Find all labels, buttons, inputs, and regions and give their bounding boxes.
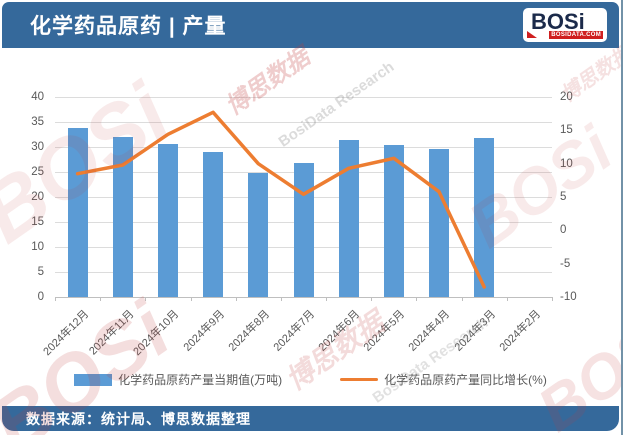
x-axis-tick (552, 297, 553, 301)
footer: 数据来源：统计局、博思数据整理 (2, 406, 619, 431)
x-axis-line (55, 297, 552, 298)
bar (203, 152, 224, 297)
y-axis-label-left: 35 (31, 116, 44, 128)
x-axis-tick (506, 297, 508, 301)
x-axis-label: 2024年5月 (361, 308, 408, 354)
bosi-logo-site: BOSIDATA.COM (549, 31, 603, 39)
watermark-en: BosiData Research (275, 58, 398, 151)
bosi-logo: BOSi BOSIDATA.COM (523, 8, 607, 42)
legend-bar-swatch (74, 373, 113, 386)
legend-line-label: 化学药品原药产量同比增长(%) (384, 373, 547, 387)
y-axis-label-right: 5 (560, 191, 567, 203)
grid-line (55, 122, 552, 123)
y-axis-label-right: 10 (560, 157, 573, 170)
legend: 化学药品原药产量当期值(万吨) 化学药品原药产量同比增长(%) (0, 371, 621, 388)
x-axis-label: 2024年10月 (131, 308, 182, 359)
bar (338, 139, 359, 297)
y-axis-label-left: 0 (37, 291, 44, 303)
bar (157, 144, 178, 297)
bar (293, 162, 314, 297)
y-axis-label-left: 40 (31, 91, 44, 103)
logo-red-triangle-icon (527, 31, 537, 38)
legend-item-line: 化学药品原药产量同比增长(%) (340, 371, 547, 388)
x-axis-tick (55, 297, 56, 301)
x-axis-label: 2024年6月 (316, 308, 363, 354)
y-axis-label-right: -10 (560, 291, 577, 303)
legend-item-bar: 化学药品原药产量当期值(万吨) (74, 371, 282, 388)
bar (383, 144, 404, 297)
x-axis-label: 2024年12月 (41, 308, 92, 359)
y-axis-label-right: 15 (560, 124, 573, 137)
x-axis-tick (461, 297, 463, 301)
x-axis-label: 2024年3月 (452, 308, 498, 354)
y-axis-label-right: 20 (560, 91, 573, 103)
page-title: 化学药品原药 | 产量 (30, 15, 227, 38)
y-axis-label-left: 20 (31, 191, 44, 203)
bar (67, 128, 88, 297)
x-axis-label: 2024年8月 (226, 308, 272, 354)
x-axis-tick (100, 297, 102, 301)
x-axis-tick (190, 297, 192, 301)
x-axis-label: 2024年9月 (181, 308, 227, 354)
x-axis-tick (326, 297, 328, 301)
x-axis-tick (416, 297, 418, 301)
legend-line-swatch (340, 377, 379, 382)
y-axis-label-left: 15 (31, 216, 44, 228)
x-axis-label: 2024年2月 (497, 308, 544, 354)
legend-bar-label: 化学药品原药产量当期值(万吨) (118, 373, 283, 387)
x-axis-tick (280, 297, 282, 301)
y-axis-label-right: -5 (560, 257, 571, 270)
data-source-text: 数据来源：统计局、博思数据整理 (26, 410, 251, 427)
bar (248, 173, 269, 297)
x-axis-tick (235, 297, 237, 301)
grid-line (55, 97, 552, 98)
watermark-cn: 博思数据 (220, 43, 315, 121)
bar (112, 136, 133, 297)
header: 化学药品原药 | 产量 BOSi BOSIDATA.COM (2, 2, 619, 48)
bosi-logo-text: BOSi (531, 9, 585, 34)
x-axis-label: 2024年11月 (86, 308, 137, 358)
y-axis-label-left: 10 (31, 241, 44, 253)
bar (429, 148, 450, 297)
x-axis-label: 2024年7月 (271, 308, 318, 354)
y-axis-label-left: 5 (37, 266, 44, 278)
x-axis-label: 2024年4月 (406, 308, 453, 354)
x-axis-tick (145, 297, 147, 301)
x-axis-tick (371, 297, 373, 301)
y-axis-label-left: 30 (31, 141, 44, 153)
bar (474, 137, 495, 297)
y-axis-label-right: 0 (560, 224, 567, 237)
y-axis-label-left: 25 (31, 166, 44, 178)
